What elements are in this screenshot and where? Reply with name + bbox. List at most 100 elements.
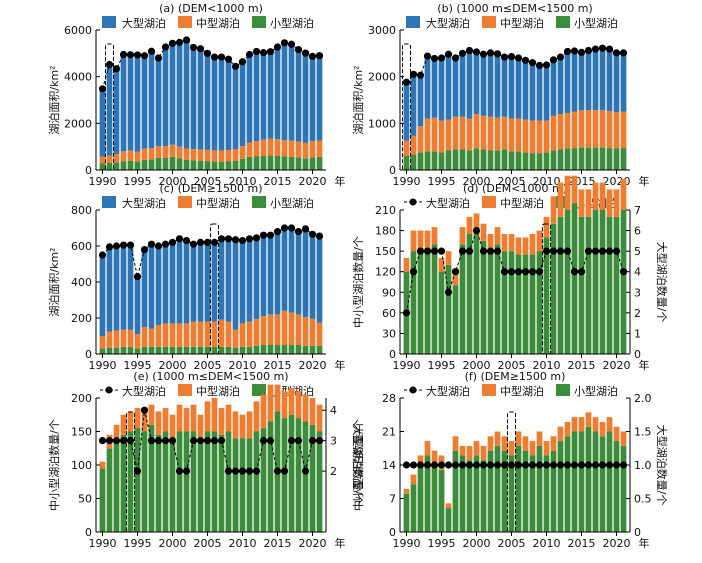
bar-small-2009 — [536, 251, 543, 354]
bar-medium-1997 — [148, 328, 155, 347]
line-point-2012 — [556, 247, 565, 255]
line-point-2011 — [245, 50, 254, 59]
y2-tick-label: 5 — [634, 245, 641, 258]
bar-small-2006 — [211, 346, 218, 354]
bar-medium-2002 — [487, 436, 494, 451]
bar-small-2000 — [169, 346, 176, 354]
bar-small-1992 — [113, 347, 120, 354]
bar-small-1996 — [445, 150, 452, 170]
y-tick-label: 200 — [71, 392, 92, 405]
y-tick-label: 150 — [375, 245, 396, 258]
bar-small-1990 — [403, 493, 410, 532]
bar-small-2020 — [613, 148, 620, 170]
bar-medium-1995 — [134, 408, 141, 429]
bar-large-2017 — [592, 49, 599, 111]
bar-small-2021 — [620, 445, 627, 532]
legend-label-medium: 中型湖泊 — [500, 16, 544, 30]
bar-medium-2003 — [190, 149, 197, 161]
line-point-2001 — [175, 38, 184, 46]
bar-small-2004 — [197, 160, 204, 170]
x-tick-label: 2000 — [463, 537, 491, 550]
bar-large-2000 — [169, 242, 176, 324]
y-axis-label: 中小型湖泊数量/个 — [351, 236, 365, 328]
bar-small-2021 — [620, 210, 627, 354]
y2-axis-label: 大型湖泊数量/个 — [655, 425, 669, 506]
y-tick-label: 800 — [71, 204, 92, 217]
bar-small-1995 — [134, 428, 141, 532]
chart-legend: 大型湖泊中型湖泊小型湖泊 — [102, 196, 314, 210]
y-tick-label: 14 — [382, 459, 396, 472]
legend-swatch-medium — [482, 384, 496, 396]
bar-medium-1994 — [431, 117, 438, 152]
bar-large-2004 — [197, 242, 204, 322]
x-tick-label: 1990 — [89, 537, 117, 550]
line-point-2005 — [507, 268, 516, 276]
bar-small-1999 — [162, 346, 169, 354]
bar-large-2009 — [536, 65, 543, 121]
bar-medium-2007 — [522, 436, 529, 451]
line-point-2004 — [500, 53, 509, 61]
bar-medium-2013 — [564, 421, 571, 437]
line-point-2014 — [570, 47, 579, 55]
bar-small-2018 — [599, 147, 606, 170]
legend-label-large: 大型湖泊 — [426, 196, 470, 210]
bar-medium-2008 — [225, 149, 232, 162]
bar-small-1991 — [410, 484, 417, 532]
line-point-1996 — [444, 50, 453, 58]
bar-medium-2014 — [267, 314, 274, 345]
bar-medium-1999 — [162, 146, 169, 158]
bar-medium-2001 — [480, 115, 487, 150]
line-point-2016 — [280, 467, 289, 475]
bar-small-2014 — [267, 421, 274, 532]
bar-medium-1996 — [445, 119, 452, 151]
line-point-2006 — [514, 268, 523, 276]
x-tick-label: 2010 — [533, 359, 561, 372]
chart-legend: 大型湖泊中型湖泊小型湖泊 — [404, 384, 618, 398]
line-point-2016 — [584, 46, 593, 55]
bar-small-1996 — [141, 431, 148, 532]
x-tick-label: 2010 — [229, 359, 257, 372]
bar-large-1997 — [452, 58, 459, 117]
y-tick-label: 0 — [85, 348, 92, 361]
bar-large-2006 — [515, 58, 522, 119]
line-point-1997 — [147, 437, 156, 445]
x-tick-label: 1995 — [428, 537, 456, 550]
line-point-2010 — [542, 61, 551, 69]
legend-swatch-medium — [178, 384, 192, 396]
bar-large-2008 — [225, 238, 232, 322]
line-point-2019 — [301, 467, 310, 475]
x-tick-label: 2000 — [159, 537, 187, 550]
bar-medium-2016 — [281, 140, 288, 157]
bar-small-2004 — [501, 251, 508, 354]
bar-small-1995 — [134, 348, 141, 354]
line-point-1994 — [430, 54, 439, 63]
line-point-2013 — [259, 231, 268, 239]
bar-large-1998 — [155, 246, 162, 326]
line-point-1990 — [98, 85, 107, 93]
bar-large-2001 — [176, 42, 183, 147]
x-tick-label: 2015 — [568, 537, 596, 550]
bar-large-1994 — [127, 54, 134, 151]
line-point-2015 — [273, 467, 282, 475]
bar-medium-1997 — [148, 404, 155, 425]
bar-medium-2016 — [281, 310, 288, 345]
line-point-2005 — [203, 437, 212, 445]
legend-label-medium: 中型湖泊 — [500, 384, 544, 398]
line-point-2018 — [598, 247, 607, 255]
bar-medium-1995 — [134, 334, 141, 349]
chart-panel-d: (d) (DEM<1000 m)大型湖泊中型湖泊小型湖泊030609012015… — [351, 175, 669, 372]
bar-large-2020 — [613, 52, 620, 113]
bar-large-2003 — [494, 53, 501, 118]
bar-large-2009 — [232, 239, 239, 330]
legend-swatch-small — [252, 16, 266, 28]
bar-medium-1991 — [106, 331, 113, 348]
y-tick-label: 400 — [71, 276, 92, 289]
bar-medium-1994 — [127, 150, 134, 161]
bar-medium-1999 — [466, 216, 473, 234]
bar-large-1998 — [155, 58, 162, 147]
line-point-2002 — [486, 247, 495, 255]
bar-small-1990 — [403, 156, 410, 170]
line-point-1993 — [423, 247, 432, 255]
y-tick-label: 50 — [78, 493, 92, 506]
